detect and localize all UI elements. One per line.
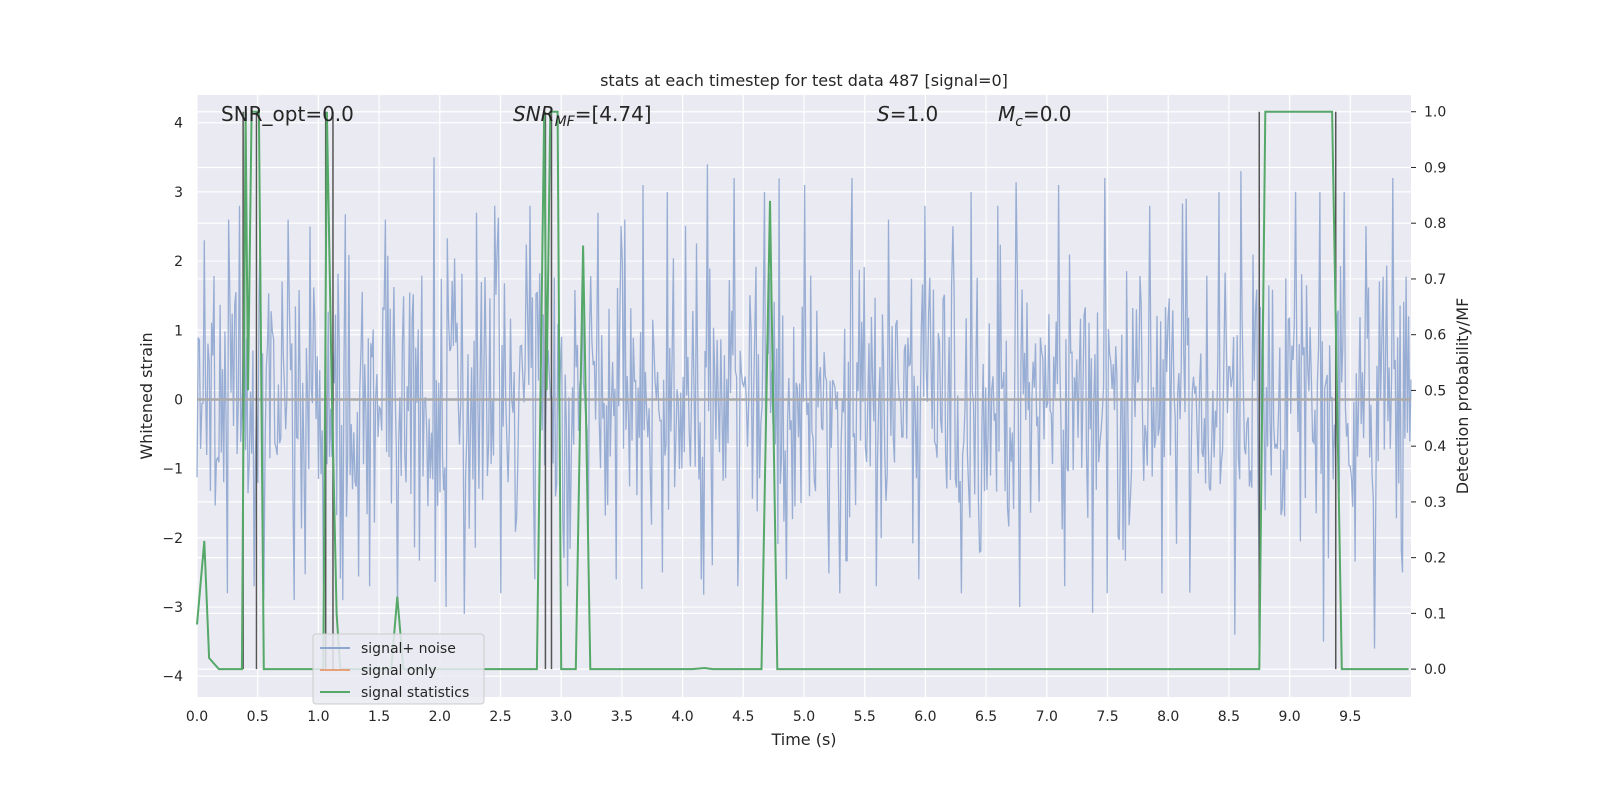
y-tick-label-right: 0.9 xyxy=(1424,160,1446,176)
legend-box xyxy=(312,633,485,705)
annotation-s: S=1.0 xyxy=(877,102,938,126)
annotation-snr-mf: SNRMF=[4.74] xyxy=(513,102,652,130)
x-tick-label: 3.0 xyxy=(550,709,572,725)
x-tick-label: 8.5 xyxy=(1218,709,1240,725)
x-tick-label: 2.5 xyxy=(489,709,511,725)
x-axis-label: Time (s) xyxy=(770,730,836,749)
x-tick-label: 1.5 xyxy=(368,709,390,725)
x-tick-label: 0.0 xyxy=(186,709,208,725)
y-tick-label-right: 0.6 xyxy=(1424,328,1446,344)
x-tick-label: 6.0 xyxy=(914,709,936,725)
y-tick-label-right: 0.4 xyxy=(1424,439,1446,455)
y-tick-label-left: −3 xyxy=(162,600,183,616)
x-tick-label: 6.5 xyxy=(975,709,997,725)
y-axis-right: 0.0 0.1 0.2 0.3 0.4 0.5 0.6 0.7 0.8 0.9 1.0 xyxy=(1411,105,1446,678)
y-tick-label-left: −1 xyxy=(162,462,183,478)
x-tick-label: 7.5 xyxy=(1096,709,1118,725)
legend-label-signal-statistics: signal statistics xyxy=(361,685,469,701)
legend: signal+ noise signal only signal statist… xyxy=(312,633,485,705)
y-tick-label-left: 1 xyxy=(174,323,183,339)
annotation-mc-symbol: M xyxy=(998,102,1015,126)
y-tick-label-left: −4 xyxy=(162,669,183,685)
plot-area xyxy=(196,110,1412,671)
x-tick-label: 9.5 xyxy=(1339,709,1361,725)
annotation-mc-subscript: c xyxy=(1015,114,1023,130)
y-axis-label-right: Detection probability/MF xyxy=(1453,298,1472,495)
x-tick-label: 4.0 xyxy=(671,709,693,725)
x-tick-label: 8.0 xyxy=(1157,709,1179,725)
legend-label-signal-only: signal only xyxy=(361,663,436,679)
y-tick-label-right: 1.0 xyxy=(1424,105,1446,121)
y-tick-label-left: 3 xyxy=(174,185,183,201)
y-tick-label-right: 0.2 xyxy=(1424,551,1446,567)
x-tick-label: 4.5 xyxy=(732,709,754,725)
annotation-snr-mf-subscript: MF xyxy=(555,114,576,130)
legend-label-signal-noise: signal+ noise xyxy=(361,641,456,657)
x-tick-label: 2.0 xyxy=(429,709,451,725)
annotation-snr-opt: SNR_opt=0.0 xyxy=(221,102,354,126)
y-tick-label-right: 0.1 xyxy=(1424,606,1446,622)
y-tick-label-left: 4 xyxy=(174,116,183,132)
x-tick-label: 5.0 xyxy=(793,709,815,725)
y-tick-label-left: −2 xyxy=(162,531,183,547)
annotation-s-symbol: S xyxy=(877,102,890,126)
annotation-snr-mf-value: =[4.74] xyxy=(575,102,652,126)
x-tick-label: 5.5 xyxy=(854,709,876,725)
annotation-mc: Mc=0.0 xyxy=(998,102,1072,130)
y-tick-label-left: 2 xyxy=(174,254,183,270)
x-tick-label: 0.5 xyxy=(247,709,269,725)
x-tick-label: 9.0 xyxy=(1278,709,1300,725)
y-tick-label-right: 0.8 xyxy=(1424,216,1446,232)
x-tick-label: 7.0 xyxy=(1036,709,1058,725)
chart-title: stats at each timestep for test data 487… xyxy=(600,71,1008,90)
x-axis: 0.0 0.5 1.0 1.5 2.0 2.5 3.0 3.5 4.0 4.5 5.0 5.5 6.0 6… xyxy=(186,709,1362,725)
series-signal-noise-line xyxy=(196,157,1412,649)
y-tick-label-right: 0.7 xyxy=(1424,272,1446,288)
y-axis-label-left: Whitened strain xyxy=(137,332,156,459)
y-tick-label-right: 0.3 xyxy=(1424,495,1446,511)
series-signal-statistics-line xyxy=(196,110,1409,671)
y-axis-left: −4 −3 −2 −1 0 1 2 3 4 xyxy=(162,116,183,686)
y-tick-label-left: 0 xyxy=(174,392,183,408)
x-tick-label: 3.5 xyxy=(611,709,633,725)
annotation-s-value: =1.0 xyxy=(890,102,939,126)
y-tick-label-right: 0.0 xyxy=(1424,662,1446,678)
annotation-snr-mf-symbol: SNR xyxy=(513,102,555,126)
x-tick-label: 1.0 xyxy=(307,709,329,725)
y-tick-label-right: 0.5 xyxy=(1424,383,1446,399)
grid xyxy=(196,95,1411,697)
annotation-mc-value: =0.0 xyxy=(1023,102,1072,126)
